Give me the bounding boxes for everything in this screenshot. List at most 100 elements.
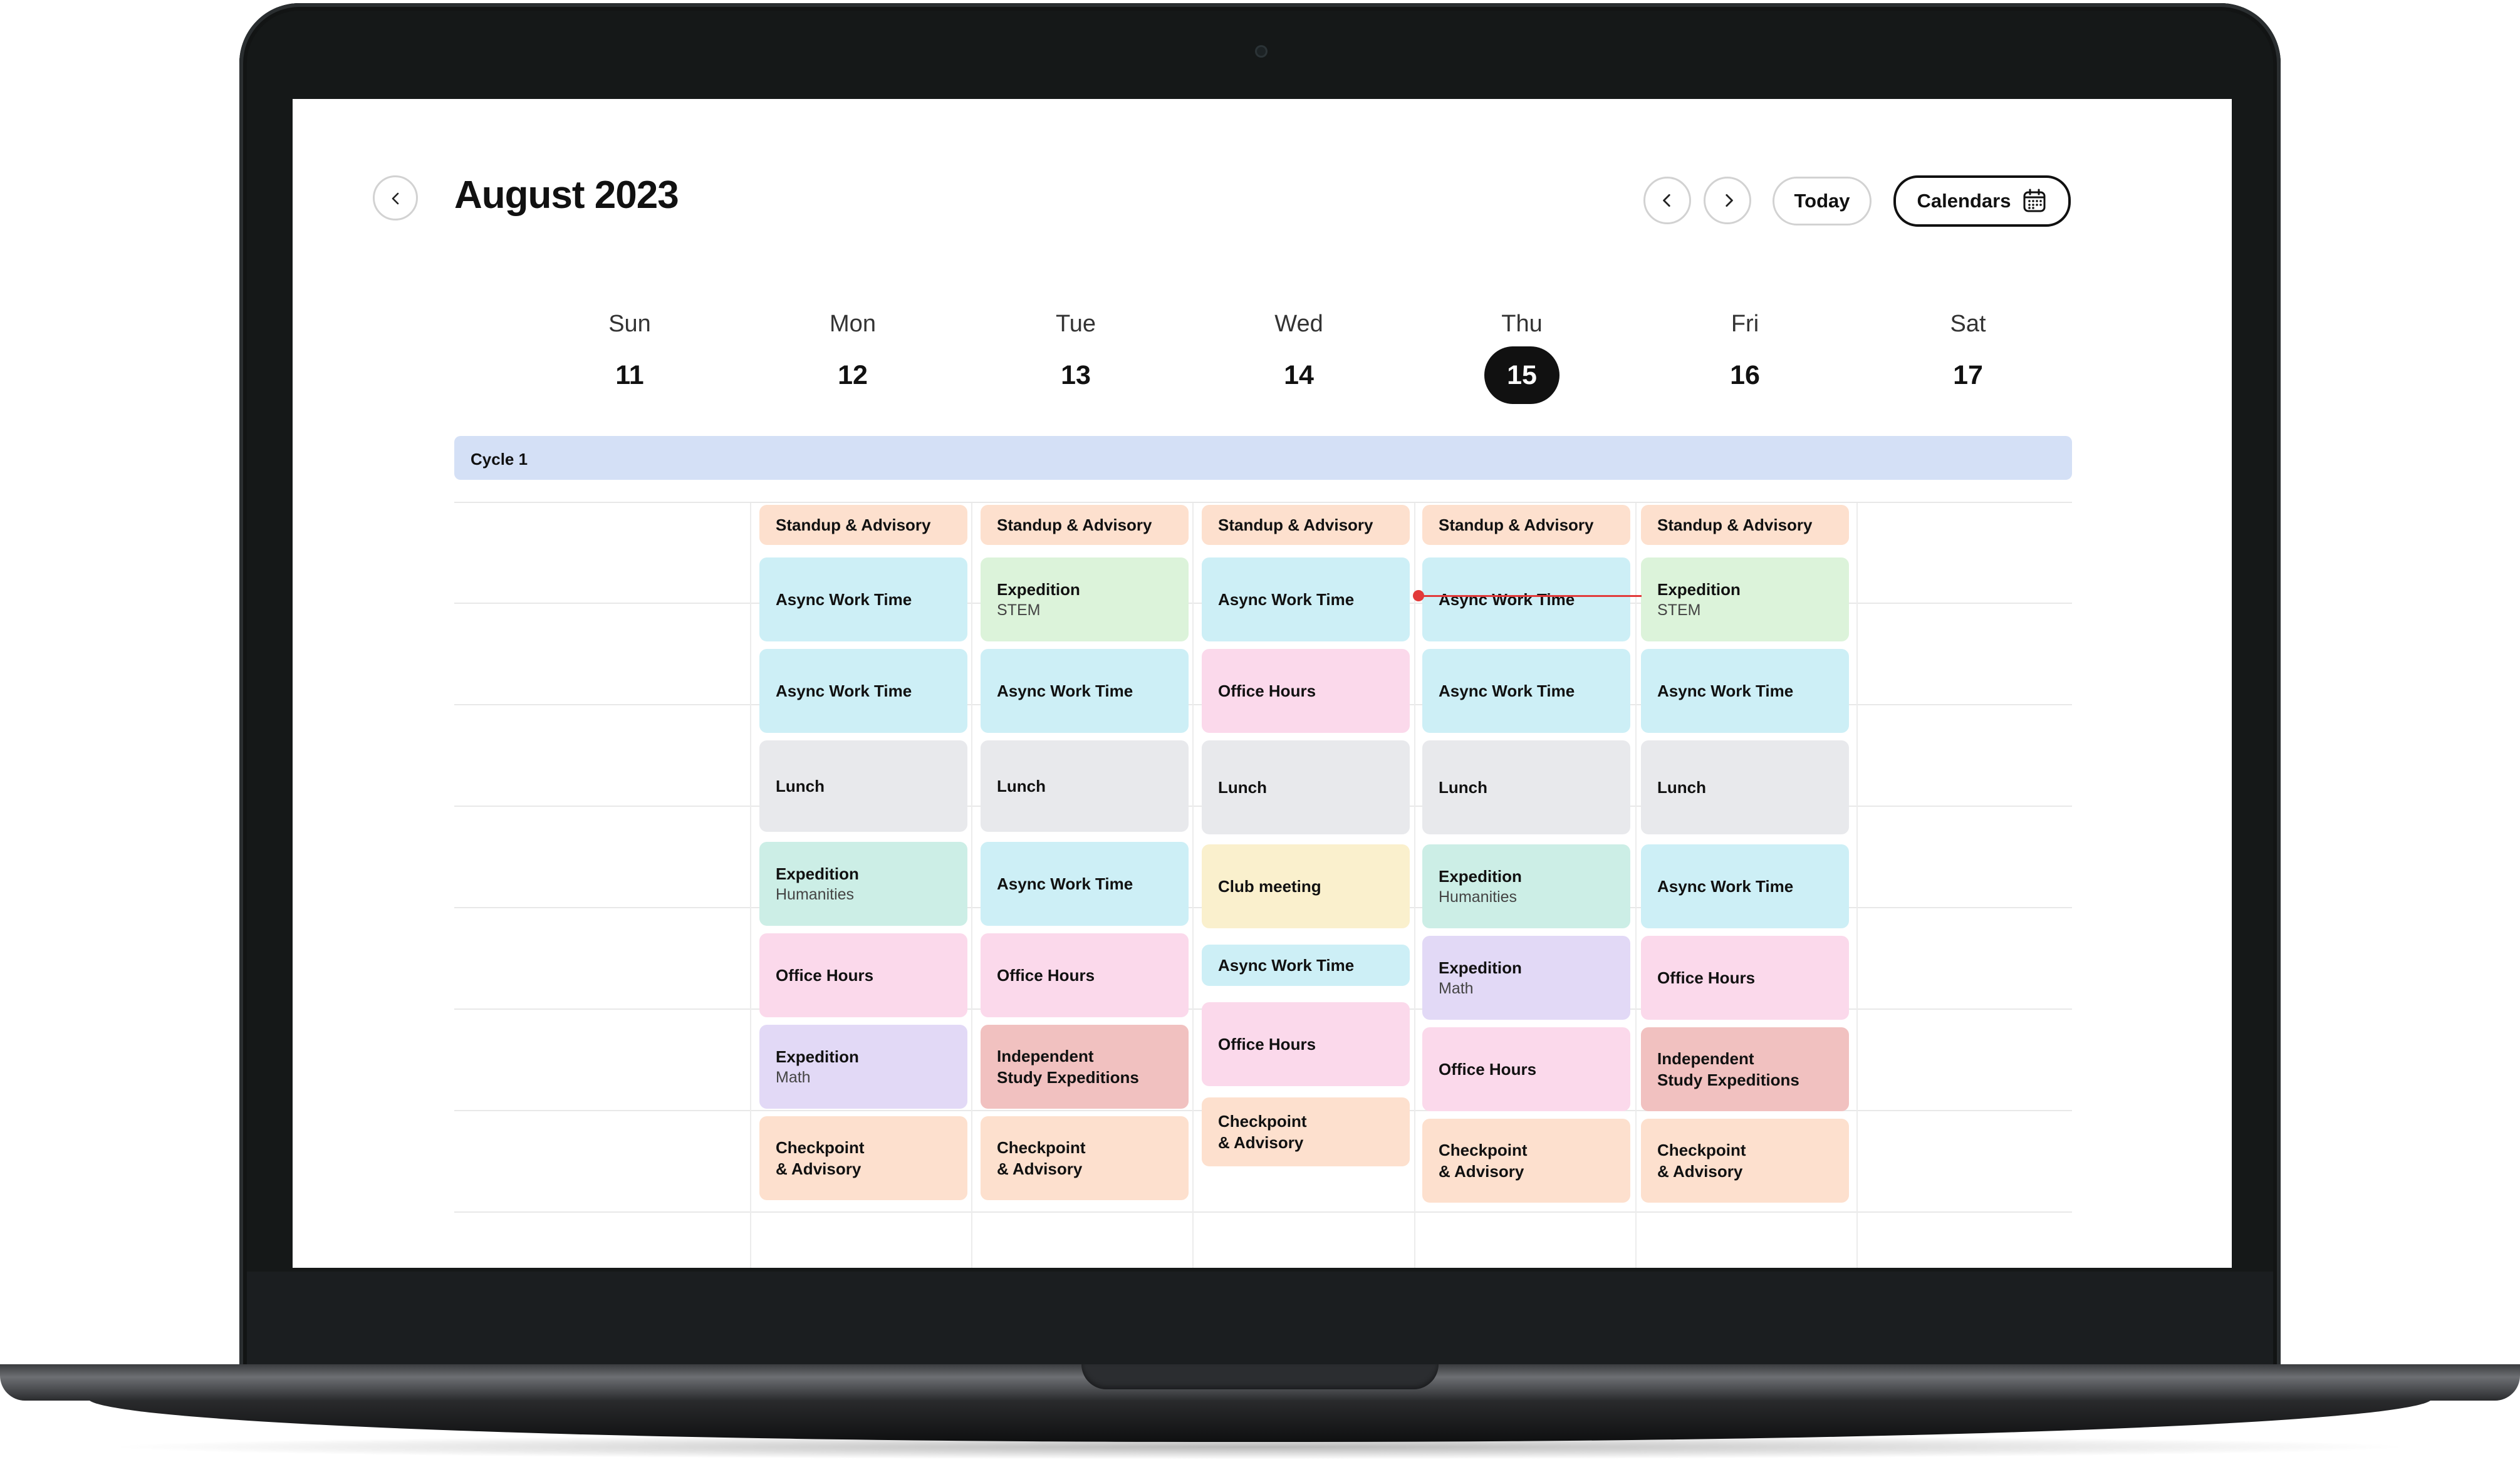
event-lunch[interactable]: Lunch [981,740,1189,832]
day-number: 11 [615,360,644,390]
event-title: Expedition [1657,580,1741,599]
event-office-hours[interactable]: Office Hours [759,933,967,1017]
event-title: Checkpoint [1218,1112,1307,1131]
event-independent-study[interactable]: Independent Study Expeditions [981,1025,1189,1109]
day-name: Tue [1055,311,1096,337]
day-header-fri[interactable]: Fri 16 [1633,311,1856,404]
day-name: Sun [608,311,651,337]
event-title-line2: Study Expeditions [1657,1070,1799,1089]
event-expedition[interactable]: Expedition Humanities [759,842,967,926]
event-lunch[interactable]: Lunch [1641,740,1849,834]
event-title: Lunch [1439,778,1487,797]
event-async-work-time[interactable]: Async Work Time [1641,649,1849,733]
day-header-wed[interactable]: Wed 14 [1187,311,1410,404]
event-office-hours[interactable]: Office Hours [981,933,1189,1017]
webcam-icon [1255,45,1268,58]
event-title: Checkpoint [997,1138,1086,1157]
day-number: 14 [1284,360,1314,390]
event-async-work-time[interactable]: Async Work Time [981,842,1189,926]
event-title-line2: Study Expeditions [997,1068,1139,1087]
event-standup-advisory[interactable]: Standup & Advisory [759,505,967,545]
chevron-right-icon [1726,194,1733,207]
day-header-mon[interactable]: Mon 12 [741,311,964,404]
event-subtitle: Humanities [1439,888,1518,906]
back-button[interactable] [373,175,418,220]
event-office-hours[interactable]: Office Hours [1422,1027,1630,1111]
event-title: Club meeting [1218,877,1321,896]
day-header-sun[interactable]: Sun 11 [518,311,741,404]
event-title: Expedition [1439,958,1522,977]
event-title: Standup & Advisory [1657,516,1813,534]
cycle-banner[interactable]: Cycle 1 [454,436,2072,480]
day-name: Thu [1501,311,1543,337]
event-lunch[interactable]: Lunch [759,740,967,832]
next-week-button[interactable] [1704,177,1751,224]
grid-col-line [1414,503,1415,1268]
prev-week-button[interactable] [1643,177,1691,224]
calendars-button[interactable]: Calendars [1893,175,2071,227]
event-title: Async Work Time [1218,590,1355,609]
day-header-thu[interactable]: Thu 15 [1410,311,1633,404]
event-office-hours[interactable]: Office Hours [1202,649,1410,733]
event-standup-advisory[interactable]: Standup & Advisory [981,505,1189,545]
event-club-meeting[interactable]: Club meeting [1202,844,1410,928]
event-title: Independent [997,1047,1094,1065]
day-name: Sat [1950,311,1986,337]
today-label: Today [1794,190,1850,212]
day-number: 12 [838,360,868,390]
event-async-work-time[interactable]: Async Work Time [1202,557,1410,641]
event-title: Async Work Time [1657,877,1794,896]
event-lunch[interactable]: Lunch [1202,740,1410,834]
event-standup-advisory[interactable]: Standup & Advisory [1422,505,1630,545]
grid-row-line [454,1211,2072,1213]
event-expedition[interactable]: Expedition Math [1422,936,1630,1020]
event-checkpoint-advisory[interactable]: Checkpoint & Advisory [759,1116,967,1200]
event-title-line2: & Advisory [776,1159,862,1178]
grid-col-line [1192,503,1194,1268]
event-title-line2: & Advisory [1657,1162,1743,1181]
event-async-work-time[interactable]: Async Work Time [1422,557,1630,641]
event-async-work-time[interactable]: Async Work Time [1202,945,1410,986]
cycle-label: Cycle 1 [471,450,528,469]
day-header-tue[interactable]: Tue 13 [964,311,1187,404]
event-async-work-time[interactable]: Async Work Time [759,649,967,733]
grid-col-line [750,503,751,1268]
event-title: Async Work Time [1657,682,1794,700]
event-title: Lunch [1657,778,1706,797]
day-name: Wed [1274,311,1323,337]
event-standup-advisory[interactable]: Standup & Advisory [1202,505,1410,545]
day-header-sat[interactable]: Sat 17 [1856,311,2080,404]
event-title: Checkpoint [776,1138,865,1157]
event-async-work-time[interactable]: Async Work Time [1422,649,1630,733]
event-expedition[interactable]: Expedition STEM [1641,557,1849,641]
event-async-work-time[interactable]: Async Work Time [1641,844,1849,928]
event-standup-advisory[interactable]: Standup & Advisory [1641,505,1849,545]
event-checkpoint-advisory[interactable]: Checkpoint & Advisory [1202,1097,1410,1166]
event-office-hours[interactable]: Office Hours [1641,936,1849,1020]
day-number: 13 [1061,360,1091,390]
event-title: Standup & Advisory [1218,516,1373,534]
grid-row-line [454,502,2072,503]
event-title: Office Hours [776,966,874,985]
event-subtitle: Math [776,1069,811,1086]
event-checkpoint-advisory[interactable]: Checkpoint & Advisory [981,1116,1189,1200]
event-office-hours[interactable]: Office Hours [1202,1002,1410,1086]
event-async-work-time[interactable]: Async Work Time [981,649,1189,733]
calendars-label: Calendars [1917,190,2011,212]
today-button[interactable]: Today [1773,177,1872,225]
event-expedition[interactable]: Expedition STEM [981,557,1189,641]
event-async-work-time[interactable]: Async Work Time [759,557,967,641]
event-expedition[interactable]: Expedition Math [759,1025,967,1109]
event-lunch[interactable]: Lunch [1422,740,1630,834]
event-expedition[interactable]: Expedition Humanities [1422,844,1630,928]
event-title-line2: & Advisory [997,1159,1083,1178]
event-checkpoint-advisory[interactable]: Checkpoint & Advisory [1641,1119,1849,1203]
event-title: Checkpoint [1439,1141,1528,1159]
day-name: Fri [1731,311,1759,337]
event-independent-study[interactable]: Independent Study Expeditions [1641,1027,1849,1111]
grid-col-line [1856,503,1858,1268]
event-title: Expedition [776,1047,859,1066]
event-checkpoint-advisory[interactable]: Checkpoint & Advisory [1422,1119,1630,1203]
event-title: Office Hours [1657,968,1756,987]
event-title: Async Work Time [1439,682,1575,700]
